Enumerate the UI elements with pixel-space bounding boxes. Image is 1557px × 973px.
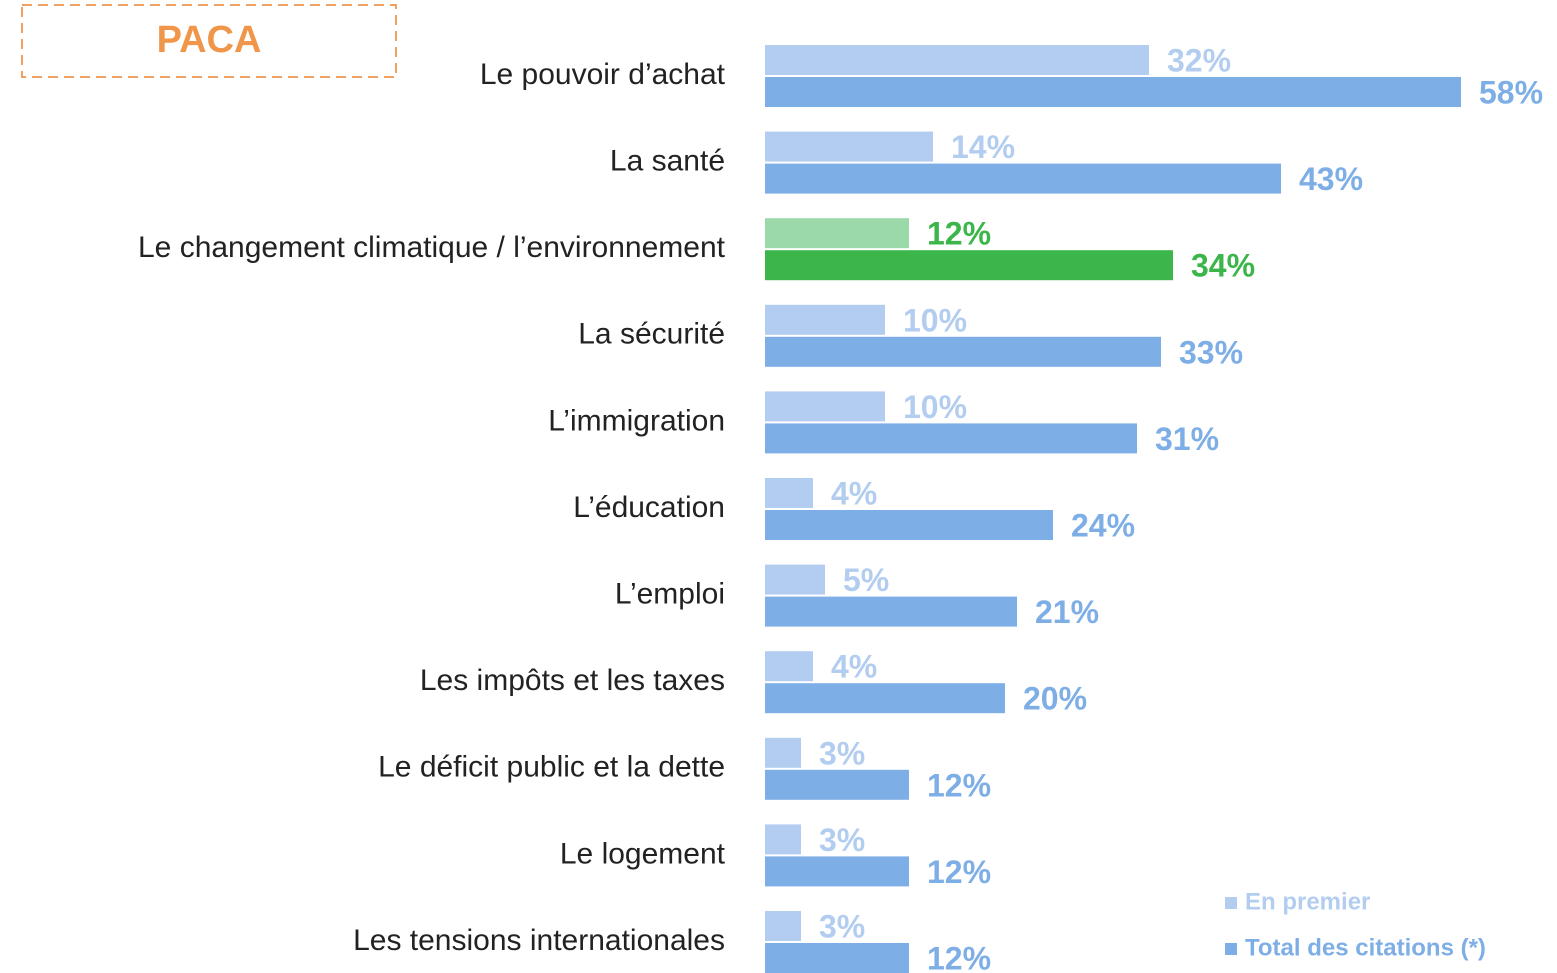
category-label: Les impôts et les taxes <box>420 664 725 697</box>
bar <box>765 564 825 595</box>
value-label: 43% <box>1299 161 1363 197</box>
bar <box>765 911 801 941</box>
category-label: Le déficit public et la dette <box>378 751 725 784</box>
chart-title: PACA <box>157 19 262 61</box>
value-label: 10% <box>903 302 967 338</box>
bar <box>765 250 1173 281</box>
bar <box>765 651 813 682</box>
value-label: 31% <box>1155 421 1219 457</box>
bar <box>765 77 1461 107</box>
bar <box>765 218 909 249</box>
value-label: 12% <box>927 940 991 973</box>
bar <box>765 391 885 422</box>
value-label: 33% <box>1179 334 1243 370</box>
legend-swatch <box>1225 943 1237 955</box>
bar <box>765 45 1149 75</box>
value-label: 12% <box>927 216 991 252</box>
value-label: 4% <box>831 475 877 511</box>
bar <box>765 683 1005 714</box>
value-label: 32% <box>1167 42 1231 78</box>
bar <box>765 856 909 887</box>
category-label: La santé <box>610 145 725 178</box>
value-label: 20% <box>1023 681 1087 717</box>
bar <box>765 304 885 335</box>
value-label: 3% <box>819 908 865 944</box>
value-label: 3% <box>819 735 865 771</box>
value-label: 3% <box>819 822 865 858</box>
category-label: Les tensions internationales <box>353 924 725 957</box>
bar <box>765 596 1017 627</box>
category-label: L’immigration <box>548 404 725 437</box>
bar <box>765 824 801 855</box>
value-label: 10% <box>903 389 967 425</box>
bar <box>765 737 801 768</box>
value-label: 12% <box>927 854 991 890</box>
value-label: 24% <box>1071 507 1135 543</box>
value-label: 4% <box>831 649 877 685</box>
category-label: L’éducation <box>573 491 725 524</box>
category-label: Le logement <box>560 837 726 870</box>
category-label: Le changement climatique / l’environneme… <box>138 231 726 264</box>
value-label: 12% <box>927 767 991 803</box>
value-label: 58% <box>1479 74 1543 110</box>
bar <box>765 943 909 973</box>
category-label: L’emploi <box>615 578 725 611</box>
title-box <box>21 4 397 78</box>
value-label: 5% <box>843 562 889 598</box>
bar <box>765 131 933 162</box>
bar <box>765 336 1161 367</box>
bar <box>765 423 1137 454</box>
value-label: 34% <box>1191 248 1255 284</box>
category-label: Le pouvoir d’achat <box>480 58 726 91</box>
legend-swatch <box>1225 897 1237 909</box>
bar <box>765 769 909 800</box>
bar <box>765 163 1281 194</box>
category-label: La sécurité <box>578 318 725 351</box>
value-label: 14% <box>951 129 1015 165</box>
bar <box>765 478 813 508</box>
value-label: 21% <box>1035 594 1099 630</box>
legend-label: Total des citations (*) <box>1245 934 1486 961</box>
bar <box>765 510 1053 540</box>
legend-label: En premier <box>1245 888 1370 915</box>
